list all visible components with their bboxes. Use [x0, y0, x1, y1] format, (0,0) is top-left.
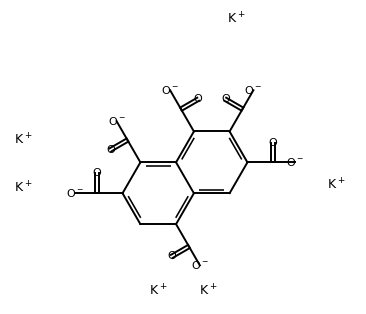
- Text: O: O: [106, 145, 115, 155]
- Text: O$^-$: O$^-$: [161, 84, 179, 96]
- Text: K$^+$: K$^+$: [328, 177, 346, 192]
- Text: O: O: [221, 94, 230, 104]
- Text: O$^-$: O$^-$: [244, 84, 262, 96]
- Text: K$^+$: K$^+$: [14, 133, 33, 148]
- Text: O: O: [92, 168, 101, 178]
- Text: O$^-$: O$^-$: [286, 156, 304, 168]
- Text: O: O: [194, 94, 202, 104]
- Text: K$^+$: K$^+$: [227, 12, 246, 27]
- Text: O$^-$: O$^-$: [66, 187, 84, 199]
- Text: O$^-$: O$^-$: [108, 115, 126, 127]
- Text: K$^+$: K$^+$: [14, 180, 33, 195]
- Text: O: O: [167, 252, 176, 261]
- Text: K$^+$: K$^+$: [149, 283, 167, 298]
- Text: K$^+$: K$^+$: [199, 283, 217, 298]
- Text: O: O: [269, 138, 277, 148]
- Text: O$^-$: O$^-$: [191, 259, 209, 271]
